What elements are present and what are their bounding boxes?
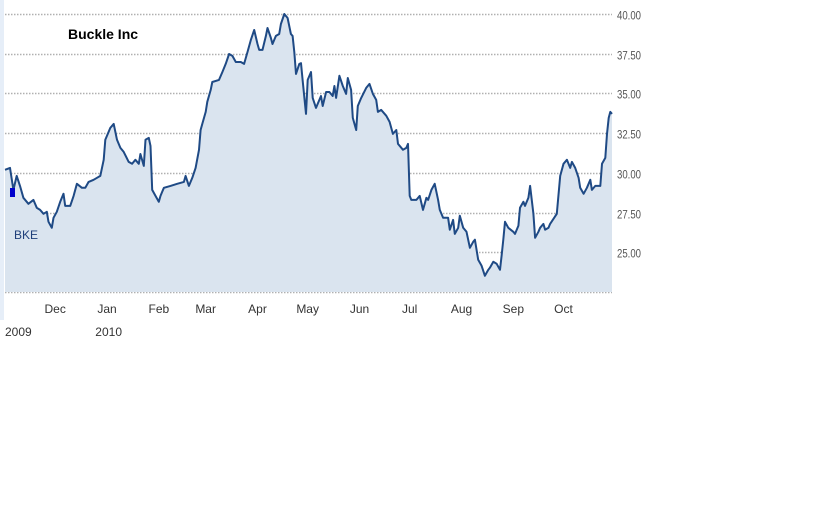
legend-label: BKE bbox=[14, 228, 38, 242]
x-tick-label: Mar bbox=[195, 302, 216, 316]
y-tick-label: 25.00 bbox=[617, 247, 641, 261]
x-axis-labels: Dec Jan Feb Mar Apr May Jun Jul Aug Sep Oct 2009 201… bbox=[5, 302, 574, 339]
x-tick-label: Feb bbox=[148, 302, 169, 316]
y-tick-label: 35.00 bbox=[617, 88, 641, 102]
x-tick-label: Aug bbox=[451, 302, 472, 316]
x-tick-label: May bbox=[296, 302, 319, 316]
x-tick-label: Jan bbox=[97, 302, 116, 316]
y-tick-label: 32.50 bbox=[617, 128, 641, 142]
price-area-fill bbox=[5, 14, 612, 292]
price-line bbox=[4, 13, 613, 277]
x-tick-label: Jul bbox=[402, 302, 417, 316]
y-tick-label: 37.50 bbox=[617, 49, 641, 63]
y-tick-label: 27.50 bbox=[617, 208, 641, 222]
x-tick-label: Apr bbox=[248, 302, 267, 316]
y-axis-labels: 40.00 37.50 35.00 32.50 30.00 27.50 25.00 bbox=[617, 9, 641, 261]
y-tick-label: 40.00 bbox=[617, 9, 641, 23]
x-tick-label: Dec bbox=[44, 302, 65, 316]
chart-title: Buckle Inc bbox=[68, 26, 138, 42]
legend-swatch bbox=[10, 188, 15, 197]
x-tick-label: Oct bbox=[554, 302, 573, 316]
x-tick-label: Jun bbox=[350, 302, 369, 316]
y-tick-label: 30.00 bbox=[617, 168, 641, 182]
chart-left-border bbox=[0, 0, 4, 320]
year-label: 2010 bbox=[95, 325, 122, 339]
x-tick-label: Sep bbox=[503, 302, 525, 316]
year-label: 2009 bbox=[5, 325, 32, 339]
